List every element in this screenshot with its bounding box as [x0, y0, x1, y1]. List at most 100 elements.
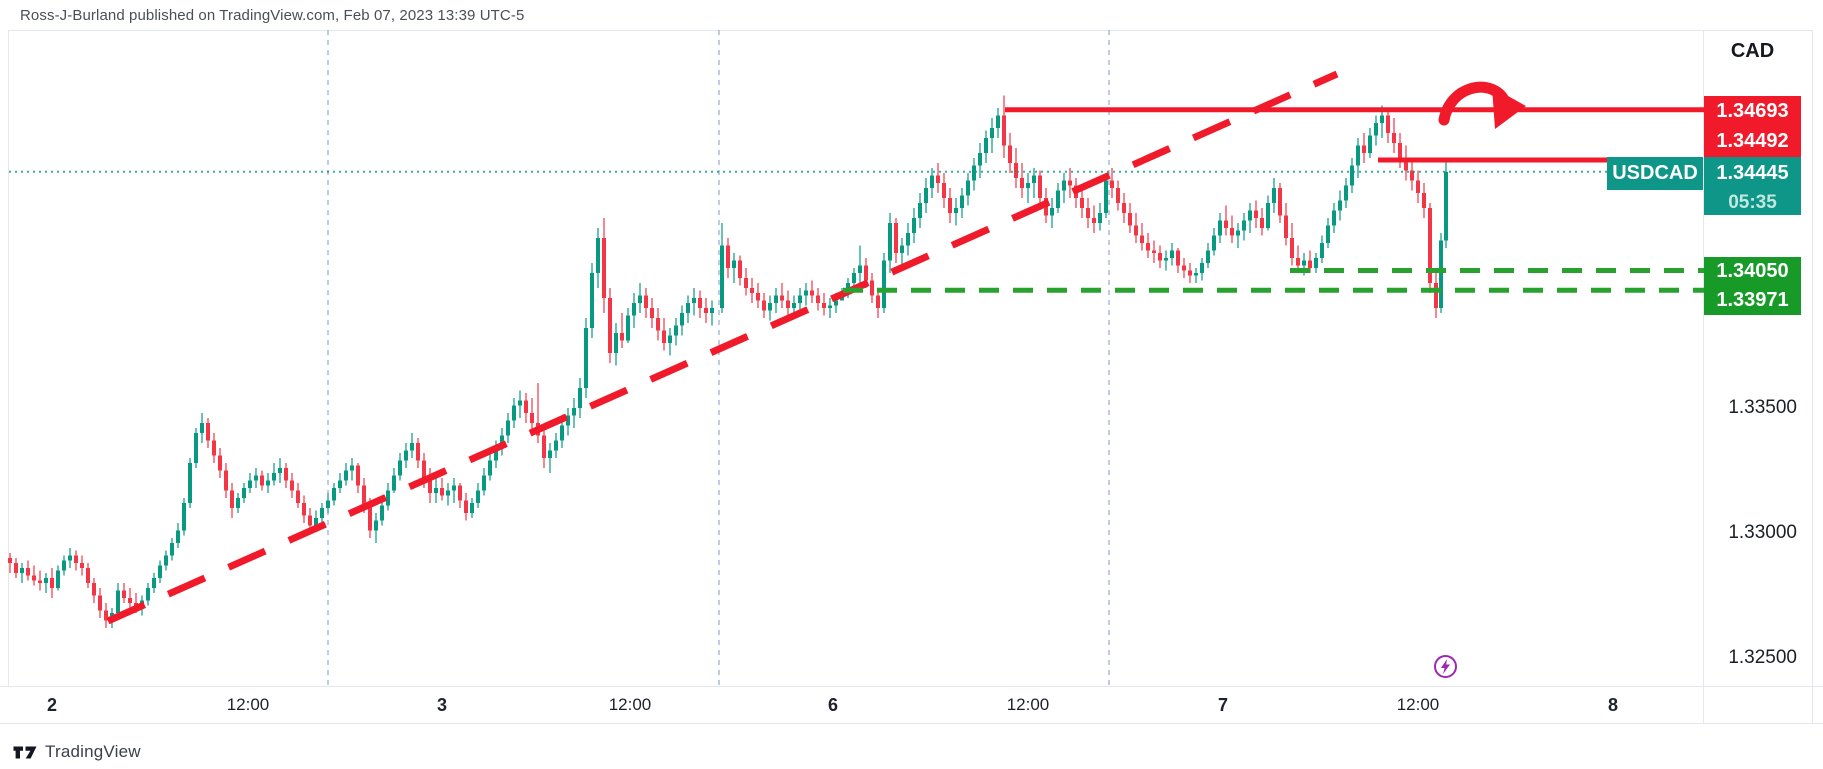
candle-body[interactable] — [206, 423, 210, 441]
candle-body[interactable] — [1284, 215, 1288, 239]
candle-body[interactable] — [704, 308, 708, 313]
candle-body[interactable] — [386, 490, 390, 506]
candle-body[interactable] — [954, 208, 958, 213]
candle-body[interactable] — [290, 480, 294, 491]
candle-body[interactable] — [614, 333, 618, 353]
candle-body[interactable] — [972, 165, 976, 181]
candle-body[interactable] — [446, 490, 450, 496]
candle-body[interactable] — [626, 315, 630, 341]
candle-body[interactable] — [188, 463, 192, 503]
candle-body[interactable] — [326, 500, 330, 509]
candle-body[interactable] — [834, 300, 838, 306]
candle-body[interactable] — [302, 503, 306, 516]
candle-body[interactable] — [644, 295, 648, 309]
candle-body[interactable] — [338, 480, 342, 489]
candle-body[interactable] — [422, 460, 426, 481]
candle-body[interactable] — [176, 530, 180, 544]
candle-body[interactable] — [668, 335, 672, 344]
candle-body[interactable] — [692, 298, 696, 303]
candle-body[interactable] — [912, 218, 916, 233]
candle-body[interactable] — [512, 405, 516, 421]
candle-body[interactable] — [1278, 188, 1282, 216]
candle-body[interactable] — [356, 465, 360, 486]
candle-body[interactable] — [554, 440, 558, 451]
candle-body[interactable] — [500, 435, 504, 449]
candle-body[interactable] — [1326, 225, 1330, 244]
candle-body[interactable] — [1260, 218, 1264, 228]
candle-body[interactable] — [314, 518, 318, 526]
trendline-dashed[interactable] — [106, 70, 1339, 625]
candle-body[interactable] — [1194, 273, 1198, 276]
candle-body[interactable] — [680, 313, 684, 326]
candle-body[interactable] — [1404, 158, 1408, 171]
candle-body[interactable] — [828, 305, 832, 309]
candle-body[interactable] — [1386, 115, 1390, 134]
candle-body[interactable] — [1116, 188, 1120, 203]
candle-body[interactable] — [1428, 208, 1432, 283]
candle-body[interactable] — [254, 475, 258, 481]
candle-body[interactable] — [524, 400, 528, 414]
candle-body[interactable] — [296, 490, 300, 504]
candle-body[interactable] — [1368, 135, 1372, 154]
candle-body[interactable] — [792, 303, 796, 308]
candle-body[interactable] — [212, 440, 216, 456]
candle-body[interactable] — [1356, 145, 1360, 166]
candle-body[interactable] — [1338, 200, 1342, 211]
candle-body[interactable] — [876, 295, 880, 309]
candle-body[interactable] — [1140, 235, 1144, 244]
candle-body[interactable] — [488, 460, 492, 476]
candle-body[interactable] — [1362, 145, 1366, 154]
candle-body[interactable] — [56, 570, 60, 589]
candle-body[interactable] — [8, 558, 12, 563]
candle-body[interactable] — [632, 303, 636, 316]
candle-body[interactable] — [710, 308, 714, 313]
candle-body[interactable] — [864, 265, 868, 281]
candle-body[interactable] — [1068, 180, 1072, 186]
candle-body[interactable] — [1176, 250, 1180, 266]
candle-body[interactable] — [924, 188, 928, 203]
candle-body[interactable] — [756, 293, 760, 301]
candle-body[interactable] — [74, 555, 78, 564]
candle-body[interactable] — [392, 475, 396, 491]
candle-body[interactable] — [1152, 250, 1156, 254]
candle-body[interactable] — [266, 480, 270, 486]
candle-body[interactable] — [482, 475, 486, 491]
candle-body[interactable] — [260, 475, 264, 486]
candle-body[interactable] — [20, 568, 24, 573]
candle-body[interactable] — [1392, 133, 1396, 143]
candle-body[interactable] — [14, 563, 18, 573]
candle-wick[interactable] — [859, 245, 861, 284]
candle-body[interactable] — [1398, 143, 1402, 158]
candle-body[interactable] — [584, 328, 588, 388]
candle-body[interactable] — [542, 435, 546, 459]
candle-body[interactable] — [900, 245, 904, 254]
candle-body[interactable] — [1200, 263, 1204, 273]
candle-body[interactable] — [686, 303, 690, 313]
candle-body[interactable] — [1182, 265, 1186, 271]
candle-body[interactable] — [26, 568, 30, 576]
candle-body[interactable] — [572, 408, 576, 416]
candle-body[interactable] — [608, 298, 612, 353]
candle-body[interactable] — [780, 295, 784, 301]
candle-body[interactable] — [1038, 175, 1042, 199]
candle-body[interactable] — [726, 245, 730, 269]
candle-body[interactable] — [590, 273, 594, 328]
candle-body[interactable] — [1350, 165, 1354, 186]
candle-body[interactable] — [1092, 218, 1096, 223]
candle-body[interactable] — [1380, 115, 1384, 124]
candle-body[interactable] — [242, 488, 246, 498]
candle-body[interactable] — [1332, 210, 1336, 226]
candle-body[interactable] — [810, 290, 814, 296]
candle-body[interactable] — [146, 588, 150, 601]
candle-body[interactable] — [98, 595, 102, 611]
candle-wick[interactable] — [901, 238, 903, 271]
candle-body[interactable] — [200, 423, 204, 433]
candle-body[interactable] — [1164, 258, 1168, 261]
candle-body[interactable] — [362, 485, 366, 506]
candle-body[interactable] — [278, 468, 282, 473]
candle-body[interactable] — [452, 485, 456, 491]
candle-body[interactable] — [918, 203, 922, 218]
candle-body[interactable] — [230, 490, 234, 509]
candle-body[interactable] — [894, 223, 898, 253]
candle-body[interactable] — [308, 515, 312, 526]
